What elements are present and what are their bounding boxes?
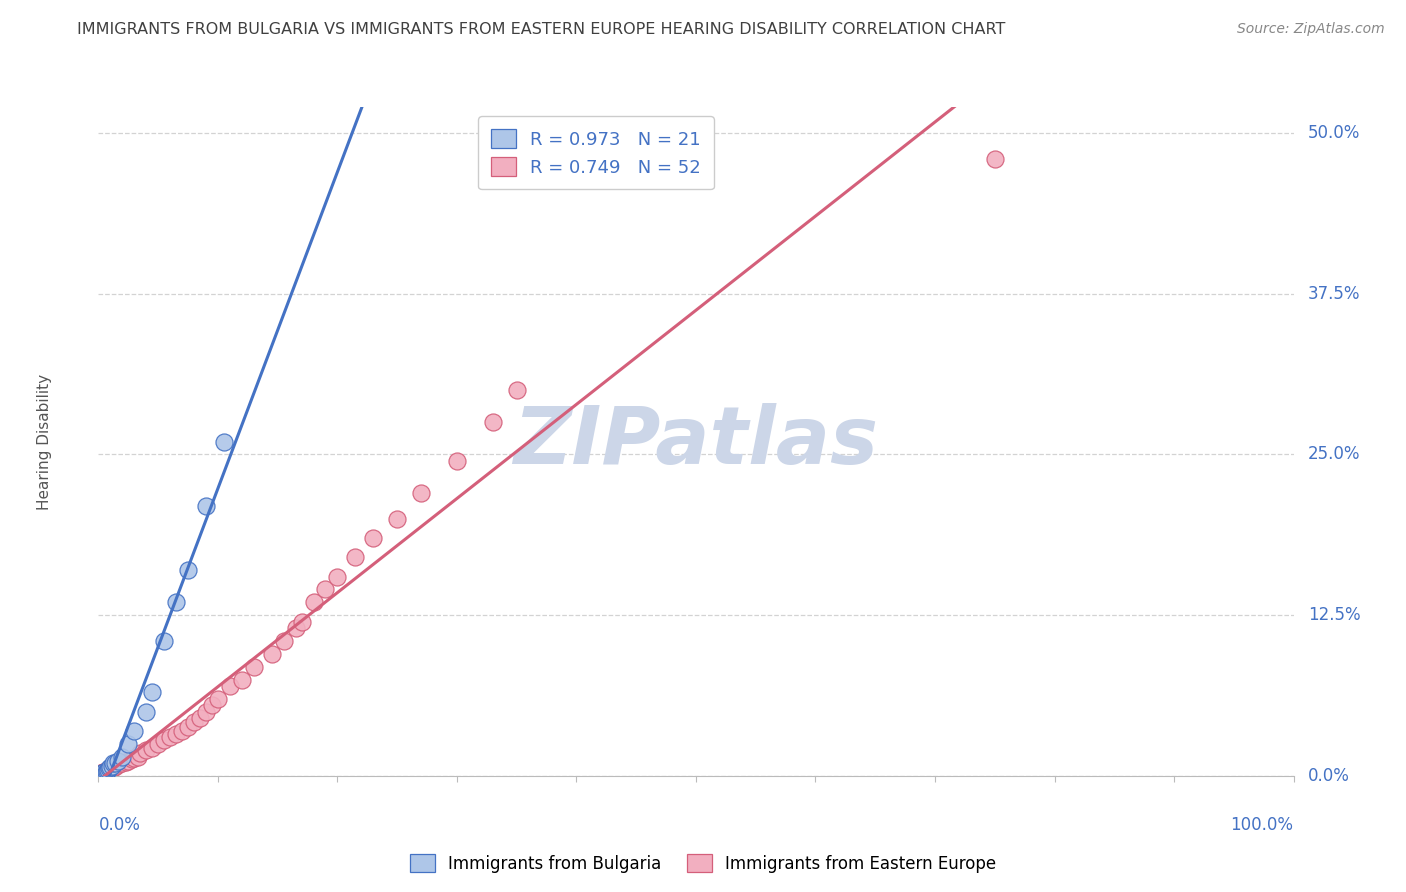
Point <box>107 754 129 768</box>
Point <box>242 659 264 673</box>
Point <box>153 733 176 747</box>
Point <box>135 705 157 719</box>
Point <box>101 756 124 771</box>
Legend: R = 0.973   N = 21, R = 0.749   N = 52: R = 0.973 N = 21, R = 0.749 N = 52 <box>478 116 714 189</box>
Point <box>97 763 120 777</box>
Point <box>98 763 122 777</box>
Point <box>111 756 134 771</box>
Point <box>165 595 187 609</box>
Point <box>315 582 337 597</box>
Point <box>94 764 117 778</box>
Point <box>124 724 146 739</box>
Point <box>115 755 138 769</box>
Point <box>188 711 211 725</box>
Point <box>326 569 349 583</box>
Text: 100.0%: 100.0% <box>1230 816 1294 834</box>
Point <box>219 679 242 693</box>
Point <box>148 737 170 751</box>
Point <box>129 746 152 760</box>
Text: Hearing Disability: Hearing Disability <box>37 374 52 509</box>
Point <box>93 765 115 780</box>
Point <box>111 749 134 764</box>
Point <box>344 550 367 565</box>
Point <box>93 765 115 780</box>
Text: ZIPatlas: ZIPatlas <box>513 402 879 481</box>
Point <box>98 761 121 775</box>
Point <box>165 726 187 740</box>
Point <box>506 383 529 397</box>
Point <box>177 720 200 734</box>
Point <box>91 765 114 780</box>
Text: IMMIGRANTS FROM BULGARIA VS IMMIGRANTS FROM EASTERN EUROPE HEARING DISABILITY CO: IMMIGRANTS FROM BULGARIA VS IMMIGRANTS F… <box>77 22 1005 37</box>
Point <box>284 621 307 635</box>
Point <box>98 760 122 774</box>
Point <box>302 595 325 609</box>
Point <box>91 766 114 780</box>
Point <box>231 673 253 687</box>
Point <box>273 634 295 648</box>
Text: 37.5%: 37.5% <box>1308 285 1361 302</box>
Point <box>96 764 118 778</box>
Point <box>481 415 505 429</box>
Point <box>100 761 122 775</box>
Point <box>141 740 163 755</box>
Legend: Immigrants from Bulgaria, Immigrants from Eastern Europe: Immigrants from Bulgaria, Immigrants fro… <box>404 847 1002 880</box>
Text: 50.0%: 50.0% <box>1308 124 1360 142</box>
Point <box>121 752 143 766</box>
Point <box>117 754 139 768</box>
Point <box>98 763 121 777</box>
Point <box>411 486 433 500</box>
Text: 25.0%: 25.0% <box>1308 445 1361 464</box>
Point <box>107 757 129 772</box>
Text: 0.0%: 0.0% <box>98 816 141 834</box>
Point <box>207 691 229 706</box>
Point <box>96 764 118 778</box>
Point <box>983 152 1005 166</box>
Point <box>91 766 114 780</box>
Point <box>260 647 283 661</box>
Point <box>101 761 124 775</box>
Point <box>212 434 235 449</box>
Point <box>172 724 194 739</box>
Point <box>141 685 163 699</box>
Text: Source: ZipAtlas.com: Source: ZipAtlas.com <box>1237 22 1385 37</box>
Point <box>103 760 125 774</box>
Point <box>94 765 117 780</box>
Point <box>385 512 409 526</box>
Point <box>90 766 112 780</box>
Point <box>100 758 122 772</box>
Point <box>363 531 385 545</box>
Point <box>135 743 157 757</box>
Point <box>124 751 146 765</box>
Point <box>194 705 217 719</box>
Point <box>159 731 181 745</box>
Point <box>117 737 139 751</box>
Point <box>177 563 200 577</box>
Point <box>105 758 128 772</box>
Text: 0.0%: 0.0% <box>1308 767 1350 785</box>
Point <box>194 499 217 513</box>
Point <box>97 763 120 777</box>
Point <box>446 454 468 468</box>
Point <box>183 714 205 729</box>
Point <box>127 749 149 764</box>
Point <box>201 698 224 713</box>
Text: 12.5%: 12.5% <box>1308 607 1361 624</box>
Point <box>153 634 176 648</box>
Point <box>290 615 312 629</box>
Point <box>104 756 127 771</box>
